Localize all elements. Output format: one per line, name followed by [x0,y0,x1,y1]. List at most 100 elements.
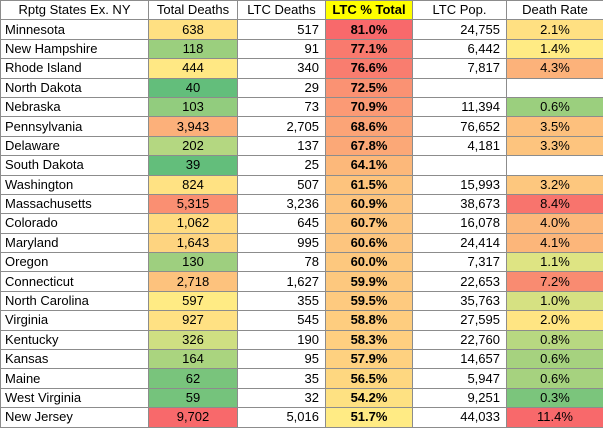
cell-ltc-deaths[interactable]: 545 [238,311,326,330]
cell-ltc-pct-total[interactable]: 54.2% [326,388,413,407]
cell-total-deaths[interactable]: 638 [149,20,238,39]
cell-total-deaths[interactable]: 444 [149,59,238,78]
cell-death-rate[interactable] [507,156,603,175]
cell-ltc-pop[interactable]: 5,947 [413,369,507,388]
cell-total-deaths[interactable]: 927 [149,311,238,330]
cell-total-deaths[interactable]: 5,315 [149,194,238,213]
cell-total-deaths[interactable]: 3,943 [149,117,238,136]
cell-ltc-pop[interactable]: 38,673 [413,194,507,213]
cell-state[interactable]: North Dakota [1,78,149,97]
cell-ltc-deaths[interactable]: 507 [238,175,326,194]
header-state[interactable]: Rptg States Ex. NY [1,1,149,20]
cell-ltc-deaths[interactable]: 2,705 [238,117,326,136]
cell-ltc-pop[interactable]: 27,595 [413,311,507,330]
cell-ltc-pct-total[interactable]: 58.8% [326,311,413,330]
cell-ltc-pop[interactable]: 14,657 [413,350,507,369]
cell-total-deaths[interactable]: 326 [149,330,238,349]
cell-ltc-pct-total[interactable]: 58.3% [326,330,413,349]
cell-state[interactable]: Nebraska [1,97,149,116]
cell-state[interactable]: Massachusetts [1,194,149,213]
cell-total-deaths[interactable]: 202 [149,136,238,155]
cell-ltc-pop[interactable]: 7,317 [413,253,507,272]
cell-ltc-deaths[interactable]: 29 [238,78,326,97]
cell-ltc-pct-total[interactable]: 60.6% [326,233,413,252]
cell-ltc-pop[interactable]: 22,760 [413,330,507,349]
cell-ltc-deaths[interactable]: 73 [238,97,326,116]
cell-state[interactable]: Washington [1,175,149,194]
cell-state[interactable]: Maine [1,369,149,388]
cell-ltc-deaths[interactable]: 340 [238,59,326,78]
cell-state[interactable]: Kansas [1,350,149,369]
cell-death-rate[interactable]: 3.2% [507,175,603,194]
cell-death-rate[interactable]: 3.3% [507,136,603,155]
cell-ltc-deaths[interactable]: 3,236 [238,194,326,213]
cell-state[interactable]: Maryland [1,233,149,252]
cell-total-deaths[interactable]: 824 [149,175,238,194]
cell-total-deaths[interactable]: 118 [149,39,238,58]
cell-death-rate[interactable]: 0.6% [507,369,603,388]
cell-ltc-deaths[interactable]: 5,016 [238,408,326,427]
cell-total-deaths[interactable]: 40 [149,78,238,97]
cell-ltc-pct-total[interactable]: 60.0% [326,253,413,272]
cell-ltc-pop[interactable]: 15,993 [413,175,507,194]
cell-death-rate[interactable] [507,78,603,97]
cell-state[interactable]: Oregon [1,253,149,272]
cell-ltc-pct-total[interactable]: 72.5% [326,78,413,97]
cell-total-deaths[interactable]: 1,062 [149,214,238,233]
cell-ltc-pct-total[interactable]: 67.8% [326,136,413,155]
cell-ltc-pop[interactable]: 24,414 [413,233,507,252]
cell-ltc-deaths[interactable]: 355 [238,291,326,310]
cell-ltc-deaths[interactable]: 25 [238,156,326,175]
cell-death-rate[interactable]: 4.3% [507,59,603,78]
cell-state[interactable]: Delaware [1,136,149,155]
header-death-rate[interactable]: Death Rate [507,1,603,20]
cell-ltc-deaths[interactable]: 517 [238,20,326,39]
cell-total-deaths[interactable]: 39 [149,156,238,175]
cell-ltc-pop[interactable]: 11,394 [413,97,507,116]
cell-ltc-pct-total[interactable]: 60.7% [326,214,413,233]
cell-death-rate[interactable]: 11.4% [507,408,603,427]
cell-ltc-deaths[interactable]: 35 [238,369,326,388]
cell-ltc-pop[interactable] [413,78,507,97]
header-total-deaths[interactable]: Total Deaths [149,1,238,20]
cell-total-deaths[interactable]: 130 [149,253,238,272]
cell-ltc-pct-total[interactable]: 60.9% [326,194,413,213]
cell-ltc-deaths[interactable]: 1,627 [238,272,326,291]
cell-ltc-pop[interactable]: 16,078 [413,214,507,233]
cell-total-deaths[interactable]: 1,643 [149,233,238,252]
cell-ltc-pop[interactable]: 76,652 [413,117,507,136]
cell-state[interactable]: Rhode Island [1,59,149,78]
cell-state[interactable]: North Carolina [1,291,149,310]
cell-ltc-pct-total[interactable]: 64.1% [326,156,413,175]
cell-ltc-deaths[interactable]: 995 [238,233,326,252]
cell-ltc-deaths[interactable]: 645 [238,214,326,233]
cell-ltc-pct-total[interactable]: 68.6% [326,117,413,136]
cell-ltc-pct-total[interactable]: 51.7% [326,408,413,427]
cell-total-deaths[interactable]: 164 [149,350,238,369]
cell-state[interactable]: Colorado [1,214,149,233]
cell-total-deaths[interactable]: 2,718 [149,272,238,291]
cell-ltc-pct-total[interactable]: 57.9% [326,350,413,369]
cell-ltc-pct-total[interactable]: 77.1% [326,39,413,58]
cell-ltc-pop[interactable]: 35,763 [413,291,507,310]
cell-ltc-pct-total[interactable]: 59.9% [326,272,413,291]
cell-death-rate[interactable]: 0.8% [507,330,603,349]
cell-state[interactable]: Kentucky [1,330,149,349]
cell-death-rate[interactable]: 4.0% [507,214,603,233]
cell-total-deaths[interactable]: 9,702 [149,408,238,427]
cell-ltc-pop[interactable]: 9,251 [413,388,507,407]
cell-ltc-deaths[interactable]: 190 [238,330,326,349]
cell-state[interactable]: Minnesota [1,20,149,39]
cell-death-rate[interactable]: 1.1% [507,253,603,272]
cell-death-rate[interactable]: 0.6% [507,350,603,369]
cell-ltc-pop[interactable]: 24,755 [413,20,507,39]
cell-ltc-pop[interactable]: 22,653 [413,272,507,291]
cell-ltc-deaths[interactable]: 91 [238,39,326,58]
cell-state[interactable]: Connecticut [1,272,149,291]
cell-ltc-pct-total[interactable]: 61.5% [326,175,413,194]
cell-ltc-deaths[interactable]: 95 [238,350,326,369]
cell-ltc-pop[interactable]: 6,442 [413,39,507,58]
cell-ltc-pct-total[interactable]: 76.6% [326,59,413,78]
cell-total-deaths[interactable]: 103 [149,97,238,116]
cell-ltc-pop[interactable]: 44,033 [413,408,507,427]
